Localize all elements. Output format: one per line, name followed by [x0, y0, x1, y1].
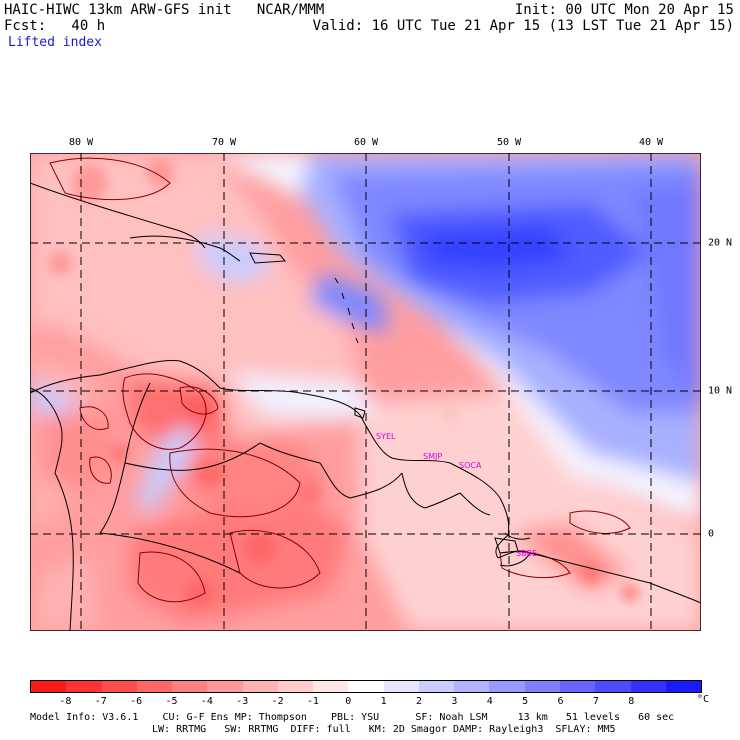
- colorbar-swatch: [559, 681, 596, 692]
- colorbar-tick-label: -1: [306, 696, 319, 707]
- lon-label-50w: 50 W: [496, 137, 522, 148]
- init-time: Init: 00 UTC Mon 20 Apr 15: [514, 2, 734, 18]
- model-title: HAIC-HIWC 13km ARW-GFS init NCAR/MMM: [4, 2, 325, 18]
- colorbar-swatch: [665, 681, 702, 692]
- colorbar-tick-label: 4: [486, 696, 493, 707]
- lat-label-20n: 20 N: [708, 237, 733, 249]
- colorbar-tick-label: 1: [380, 696, 387, 707]
- valid-time: Valid: 16 UTC Tue 21 Apr 15 (13 LST Tue …: [312, 18, 734, 34]
- map-canvas: SYEL SMJP SOCA SBBE: [30, 153, 701, 631]
- colorbar-tick-label: -8: [59, 696, 72, 707]
- field-shading: [30, 153, 701, 631]
- colorbar-tick-label: 2: [416, 696, 423, 707]
- colorbar-swatch: [595, 681, 631, 692]
- model-info-line2: LW: RRTMG SW: RRTMG DIFF: full KM: 2D Sm…: [152, 724, 616, 735]
- colorbar-tick-label: -5: [165, 696, 178, 707]
- station-syel: SYEL: [376, 432, 396, 441]
- colorbar-swatch: [348, 681, 384, 692]
- lon-label-70w: 70 W: [211, 137, 237, 148]
- field-name: Lifted index: [8, 35, 102, 50]
- colorbar-unit: °C: [697, 694, 710, 705]
- colorbar-swatch: [66, 681, 102, 692]
- coastlines: [30, 182, 701, 631]
- colorbar-swatch: [313, 681, 349, 692]
- colorbar-swatch: [136, 681, 173, 692]
- graticule: [30, 153, 701, 631]
- colorbar-tick-label: -4: [200, 696, 213, 707]
- colorbar-tick-label: 6: [557, 696, 564, 707]
- colorbar-swatch: [454, 681, 490, 692]
- colorbar: [30, 680, 702, 693]
- lifted-index-map[interactable]: SYEL SMJP SOCA SBBE: [30, 153, 701, 631]
- colorbar-tick-label: 7: [592, 696, 599, 707]
- colorbar-swatch: [630, 681, 666, 692]
- forecast-hour: Fcst: 40 h: [4, 18, 106, 34]
- station-smjp: SMJP: [423, 452, 442, 461]
- colorbar-swatch: [418, 681, 455, 692]
- colorbar-swatch: [383, 681, 419, 692]
- colorbar-swatch: [524, 681, 560, 692]
- colorbar-swatch: [172, 681, 208, 692]
- colorbar-tick-label: -6: [130, 696, 143, 707]
- colorbar-swatch: [242, 681, 278, 692]
- station-sbbe: SBBE: [516, 549, 537, 558]
- colorbar-tick-label: 5: [522, 696, 529, 707]
- colorbar-swatch: [101, 681, 137, 692]
- lon-label-60w: 60 W: [353, 137, 379, 148]
- colorbar-tick-label: 3: [451, 696, 458, 707]
- colorbar-tick-label: 8: [628, 696, 635, 707]
- station-soca: SOCA: [459, 461, 482, 470]
- colorbar-tick-label: -3: [236, 696, 249, 707]
- model-info-line1: Model Info: V3.6.1 CU: G-F Ens MP: Thomp…: [30, 712, 675, 723]
- colorbar-tick-label: -7: [94, 696, 107, 707]
- lon-label-80w: 80 W: [68, 137, 94, 148]
- colorbar-swatch: [207, 681, 243, 692]
- colorbar-swatch: [31, 681, 67, 692]
- colorbar-tick-label: -2: [271, 696, 284, 707]
- colorbar-swatch: [489, 681, 525, 692]
- colorbar-tick-label: 0: [345, 696, 352, 707]
- lat-label-0: 0: [708, 528, 715, 540]
- colorbar-swatch: [277, 681, 314, 692]
- lat-label-10n: 10 N: [708, 385, 733, 397]
- lon-label-40w: 40 W: [638, 137, 664, 148]
